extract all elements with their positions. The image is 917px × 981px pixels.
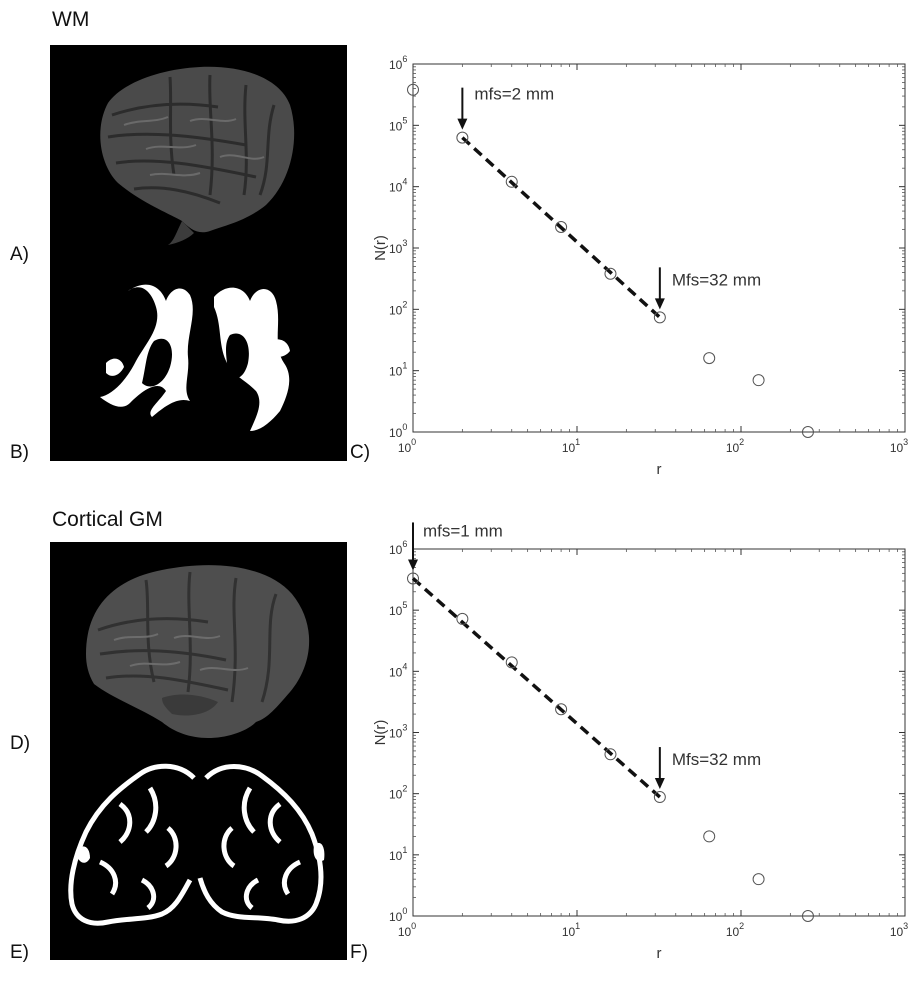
- data-point: [456, 612, 469, 625]
- y-tick-label: 102: [389, 784, 407, 802]
- annotation-arrowhead: [408, 559, 418, 571]
- brain-image-panel-wm: [50, 45, 347, 461]
- x-tick-label: 100: [398, 437, 416, 455]
- panel-label-f: F): [350, 942, 368, 963]
- annotation-label: mfs=1 mm: [423, 521, 503, 540]
- x-tick-label: 102: [726, 921, 744, 939]
- x-tick-label: 102: [726, 437, 744, 455]
- y-tick-label: 101: [389, 845, 407, 863]
- x-axis-title: r: [657, 945, 662, 962]
- data-point: [505, 175, 518, 188]
- y-tick-label: 103: [389, 723, 407, 741]
- data-point: [407, 83, 419, 96]
- data-point: [604, 267, 617, 280]
- x-tick-label: 103: [890, 437, 908, 455]
- y-tick-label: 101: [389, 361, 407, 379]
- data-point: [752, 873, 765, 886]
- y-tick-label: 105: [389, 115, 407, 133]
- panel-label-e: E): [10, 942, 29, 963]
- brain-image-panel-gm: [50, 542, 347, 960]
- annotation-label: mfs=2 mm: [474, 85, 554, 104]
- power-law-fit-line: [461, 136, 662, 319]
- data-point: [653, 791, 666, 804]
- y-tick-label: 105: [389, 600, 407, 618]
- x-tick-label: 101: [562, 437, 580, 455]
- panel-label-a: A): [10, 244, 29, 265]
- data-point: [703, 830, 716, 843]
- data-point: [801, 426, 814, 438]
- y-tick-label: 106: [389, 539, 407, 557]
- section-title-wm: WM: [52, 8, 90, 31]
- annotation-label: Mfs=32 mm: [672, 750, 761, 769]
- data-point: [555, 703, 568, 716]
- y-tick-label: 100: [389, 906, 407, 924]
- wm-binary-slice: [100, 284, 290, 431]
- data-point: [456, 131, 469, 144]
- x-tick-label: 100: [398, 921, 416, 939]
- data-point: [801, 910, 814, 922]
- gm-binary-slice: [68, 763, 324, 926]
- panel-label-c: C): [350, 442, 371, 463]
- y-axis-title: N(r): [372, 235, 389, 261]
- data-point: [555, 220, 568, 233]
- gm-slice-fill: [76, 842, 325, 863]
- y-tick-label: 102: [389, 299, 407, 317]
- annotation-arrowhead: [654, 778, 665, 790]
- y-axis-title: N(r): [372, 720, 389, 746]
- plot-frame: [412, 63, 906, 433]
- data-point: [407, 572, 419, 585]
- power-law-fit-line: [411, 577, 662, 799]
- x-tick-label: 103: [890, 921, 908, 939]
- x-tick-label: 101: [562, 921, 580, 939]
- section-title-cortical-gm: Cortical GM: [52, 508, 163, 531]
- y-tick-label: 103: [389, 238, 407, 256]
- y-tick-label: 104: [389, 661, 407, 679]
- wm-surface-render: [100, 66, 295, 245]
- chart-f: 100 101 102 103 100 101 102 103 104 105 106 r N(r) mf…: [372, 514, 910, 978]
- gm-surface-render: [86, 565, 310, 738]
- y-tick-label: 106: [389, 54, 407, 72]
- data-point: [505, 656, 518, 669]
- data-point: [752, 374, 765, 387]
- data-point: [604, 748, 617, 761]
- data-point: [653, 311, 666, 324]
- data-point: [703, 352, 716, 365]
- y-tick-label: 100: [389, 422, 407, 440]
- panel-label-d: D): [10, 733, 31, 754]
- y-tick-label: 104: [389, 177, 407, 195]
- chart-c: 100 101 102 103 100 101 102 103 104 105 106 r N(r) mf…: [372, 52, 910, 492]
- x-axis-title: r: [657, 461, 662, 478]
- panel-label-b: B): [10, 442, 29, 463]
- annotation-label: Mfs=32 mm: [672, 270, 761, 289]
- annotation-arrowhead: [457, 118, 468, 130]
- wm-slice-holes: [142, 333, 249, 387]
- annotation-arrowhead: [654, 298, 665, 310]
- plot-frame: [412, 548, 906, 917]
